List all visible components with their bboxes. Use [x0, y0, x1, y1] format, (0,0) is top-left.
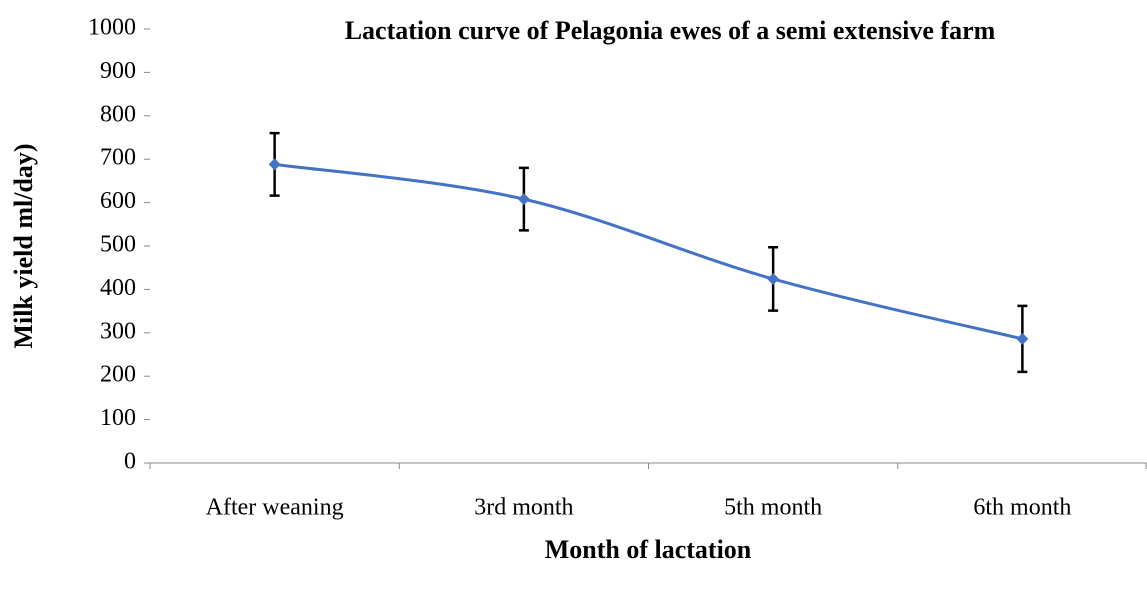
- marker: [517, 193, 530, 206]
- y-tick-label: 800: [100, 101, 136, 127]
- chart-title: Lactation curve of Pelagonia ewes of a s…: [345, 16, 996, 45]
- y-tick-label: 400: [100, 275, 136, 301]
- y-tick-label: 100: [100, 405, 136, 431]
- x-tick-label: After weaning: [206, 495, 344, 521]
- marker: [767, 272, 780, 285]
- x-tick-label: 3rd month: [474, 495, 573, 521]
- y-axis-title: Milk yield ml/day): [9, 143, 38, 348]
- y-tick-label: 500: [100, 232, 136, 258]
- y-tick-label: 200: [100, 362, 136, 388]
- x-tick-label: 6th month: [973, 495, 1071, 521]
- y-tick-label: 900: [100, 58, 136, 84]
- marker: [268, 158, 281, 171]
- x-tick-label: 5th month: [724, 495, 822, 521]
- y-tick-label: 0: [124, 449, 136, 475]
- y-tick-label: 700: [100, 145, 136, 171]
- marker: [1016, 332, 1029, 345]
- y-tick-label: 1000: [88, 15, 136, 41]
- y-tick-label: 300: [100, 318, 136, 344]
- x-axis-title: Month of lactation: [545, 535, 752, 564]
- series-line: [274, 162, 1023, 341]
- y-tick-label: 600: [100, 188, 136, 214]
